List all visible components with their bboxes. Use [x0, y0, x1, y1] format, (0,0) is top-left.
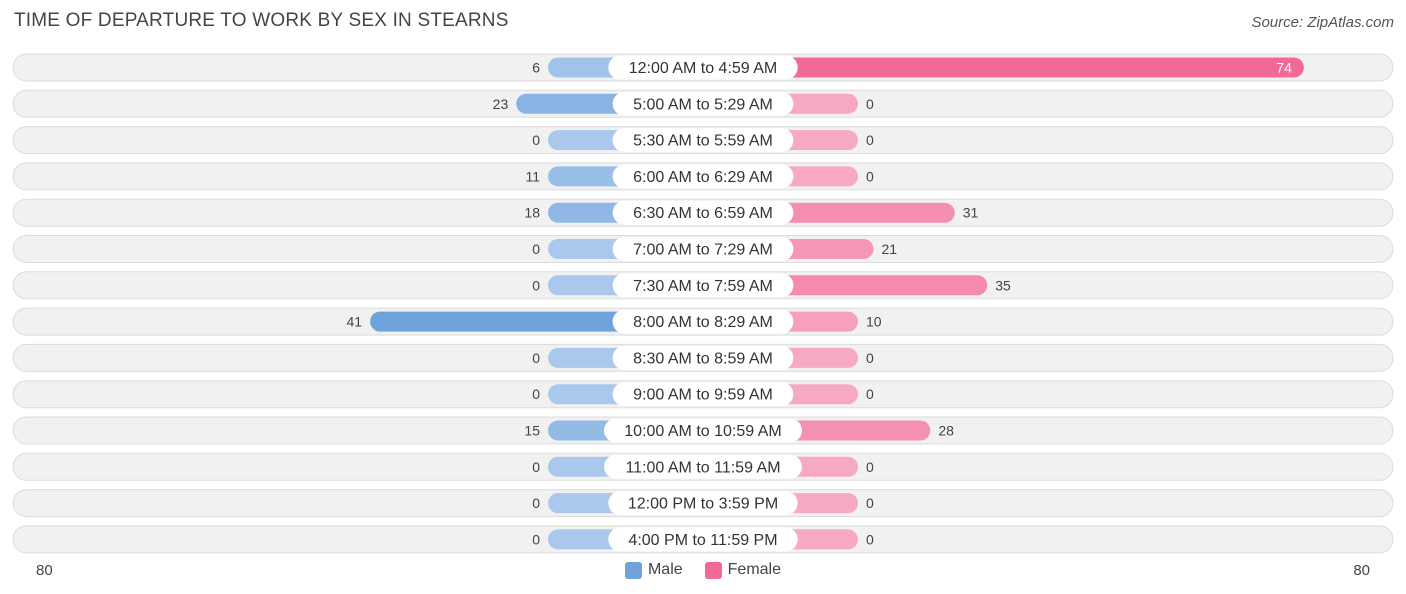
value-label-male: 0	[532, 132, 540, 148]
category-label: 12:00 AM to 4:59 AM	[629, 60, 778, 77]
legend-item-male: Male	[624, 561, 683, 579]
axis-max-label: 80	[1353, 562, 1370, 579]
category-label-pill	[608, 491, 798, 516]
value-label-male: 23	[493, 96, 509, 112]
category-label-pill	[604, 418, 802, 443]
legend-label-male: Male	[647, 561, 683, 578]
category-label-pill	[612, 382, 794, 407]
category-label: 10:00 AM to 10:59 AM	[624, 423, 781, 440]
category-label-pill	[612, 237, 794, 261]
value-label-male: 0	[532, 531, 540, 547]
value-label-female: 28	[938, 423, 954, 439]
value-label-male: 0	[532, 386, 540, 402]
chart-title: TIME OF DEPARTURE TO WORK BY SEX IN STEA…	[14, 10, 509, 31]
legend-item-female: Female	[704, 561, 782, 579]
diverging-bar-chart: 12:00 AM to 4:59 AM 6 74 5:00 AM to 5:29 AM…	[12, 53, 1394, 554]
value-label-female: 10	[866, 314, 882, 330]
legend: Male Female	[0, 561, 1406, 579]
category-label-pill	[612, 345, 794, 370]
category-label: 7:30 AM to 7:59 AM	[633, 278, 773, 295]
value-label-male: 0	[532, 459, 540, 475]
chart-source: Source: ZipAtlas.com	[1251, 14, 1394, 31]
category-label: 12:00 PM to 3:59 PM	[628, 496, 778, 513]
legend-label-female: Female	[727, 561, 782, 578]
category-label-pill	[612, 91, 794, 116]
value-label-male: 11	[525, 168, 540, 184]
value-label-female: 35	[995, 277, 1011, 293]
value-label-female: 31	[963, 205, 979, 221]
value-label-female: 0	[866, 350, 874, 366]
value-label-female: 0	[866, 132, 874, 148]
category-label: 6:00 AM to 6:29 AM	[633, 169, 773, 186]
value-label-female: 21	[882, 241, 898, 257]
value-label-male: 18	[524, 205, 540, 221]
category-label-pill	[608, 55, 798, 80]
category-label: 7:00 AM to 7:29 AM	[633, 242, 773, 259]
value-label-female: 0	[866, 96, 874, 112]
category-label-pill	[612, 200, 794, 225]
legend-swatch-female	[704, 561, 722, 579]
legend-swatch-male	[624, 561, 642, 579]
category-label: 5:00 AM to 5:29 AM	[633, 96, 773, 113]
value-label-female: 0	[866, 459, 874, 475]
category-label: 11:00 AM to 11:59 AM	[625, 459, 780, 476]
category-label: 5:30 AM to 5:59 AM	[633, 133, 773, 150]
category-label: 8:30 AM to 8:59 AM	[633, 350, 773, 367]
category-label-pill	[612, 164, 794, 189]
category-label: 9:00 AM to 9:59 AM	[633, 387, 773, 404]
category-label-pill	[612, 309, 794, 334]
bar-female	[703, 57, 1304, 78]
value-label-female: 0	[866, 386, 874, 402]
category-label-pill	[608, 527, 798, 552]
category-label: 4:00 PM to 11:59 PM	[628, 532, 777, 549]
category-label: 8:00 AM to 8:29 AM	[633, 314, 773, 331]
value-label-male: 0	[532, 350, 540, 366]
value-label-male: 6	[532, 60, 540, 76]
value-label-male: 0	[532, 241, 540, 257]
value-label-female: 74	[1276, 60, 1292, 76]
value-label-female: 0	[866, 531, 874, 547]
value-label-female: 0	[866, 495, 874, 511]
value-label-female: 0	[866, 168, 874, 184]
axis-min-label: 80	[36, 562, 53, 579]
value-label-male: 15	[524, 423, 540, 439]
category-label-pill	[612, 128, 794, 153]
category-label-pill	[604, 454, 802, 479]
value-label-male: 0	[532, 495, 540, 511]
value-label-male: 41	[347, 314, 363, 330]
category-label-pill	[612, 273, 794, 298]
category-label: 6:30 AM to 6:59 AM	[633, 205, 773, 222]
value-label-male: 0	[532, 277, 540, 293]
